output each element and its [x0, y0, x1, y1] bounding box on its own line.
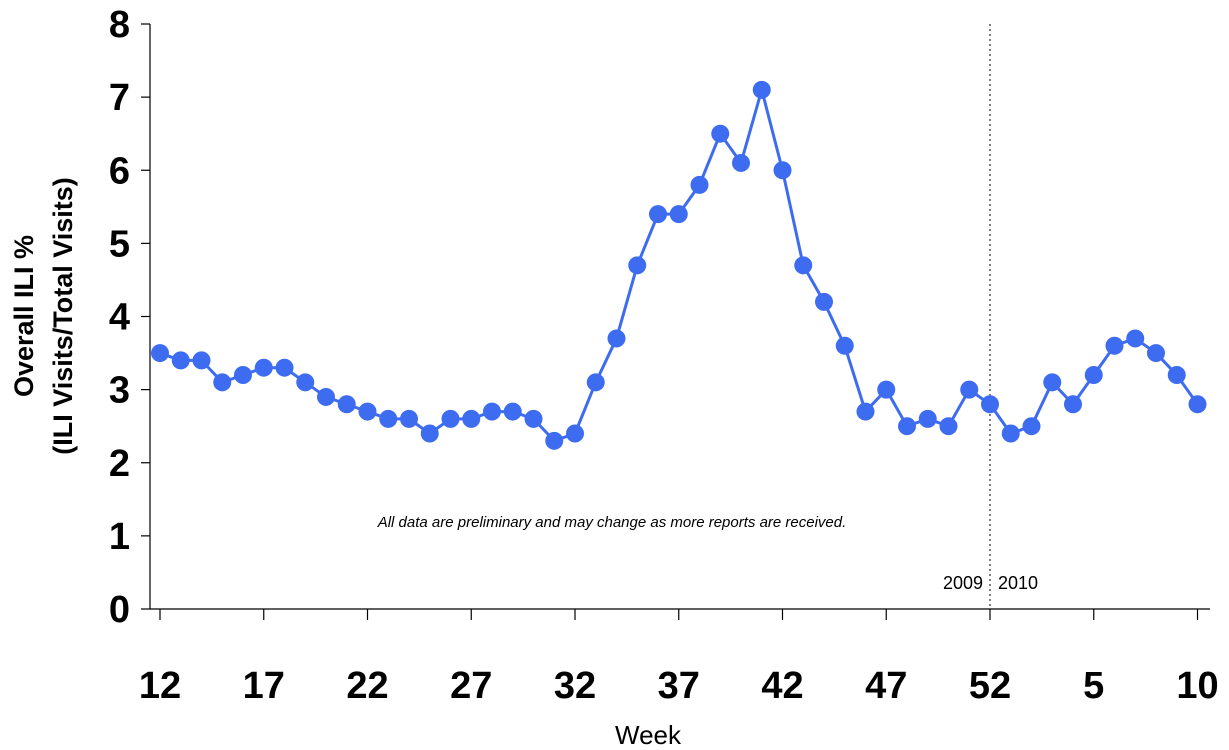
- data-point-week-38: [690, 175, 709, 194]
- x-axis-title: Week: [615, 720, 682, 750]
- data-point-week-50: [939, 417, 958, 436]
- x-tick-label-52: 52: [969, 665, 1011, 707]
- y-tick-label-3: 3: [109, 370, 130, 412]
- data-point-week-53: [1001, 424, 1020, 443]
- y-tick-label-4: 4: [109, 297, 130, 339]
- data-point-week-48: [898, 417, 916, 436]
- data-point-week-30: [524, 409, 543, 428]
- data-point-week-13: [171, 351, 190, 370]
- data-point-week-2: [1043, 373, 1062, 392]
- data-point-week-51: [960, 380, 979, 399]
- data-point-week-1: [1022, 417, 1041, 436]
- series-line-0: [159, 84, 1199, 443]
- y-tick-label-0: 0: [109, 589, 130, 631]
- data-point-week-18: [275, 358, 294, 377]
- data-point-week-21: [337, 395, 356, 414]
- data-point-week-41: [752, 80, 771, 99]
- data-point-week-5: [1105, 336, 1124, 355]
- data-point-week-4: [1084, 366, 1103, 384]
- data-point-week-14: [192, 351, 211, 370]
- data-point-week-47: [877, 380, 896, 399]
- data-point-week-52: [981, 395, 999, 414]
- data-point-week-27: [462, 409, 481, 428]
- x-tick-label-37: 37: [658, 665, 700, 707]
- data-point-week-25: [420, 424, 439, 443]
- y-axis-title: Overall ILI % (ILI Visits/Total Visits): [9, 177, 78, 455]
- data-point-week-42: [773, 161, 792, 180]
- data-point-week-26: [441, 409, 460, 428]
- x-tick-label-10: 10: [1176, 665, 1218, 707]
- y-axis-title-line2: (ILI Visits/Total Visits): [48, 177, 78, 455]
- y-tick-label-6: 6: [109, 150, 130, 192]
- data-point-week-6: [1126, 329, 1145, 348]
- data-point-week-46: [856, 402, 875, 421]
- y-tick-label-8: 8: [109, 4, 130, 46]
- x-axis: 12 17 22 27 32 37 42 47 52 5 10: [139, 608, 1219, 707]
- y-tick-label-7: 7: [109, 77, 130, 119]
- x-tick-label-22: 22: [346, 665, 388, 707]
- data-point-week-45: [835, 336, 854, 355]
- data-point-week-3: [1064, 395, 1082, 414]
- data-point-week-39: [711, 124, 730, 143]
- data-point-week-40: [732, 153, 750, 172]
- x-tick-label-17: 17: [243, 665, 285, 707]
- x-tick-label-42: 42: [761, 665, 803, 707]
- data-point-week-37: [669, 205, 688, 224]
- data-point-week-29: [503, 402, 522, 421]
- data-point-week-49: [918, 409, 937, 428]
- y-axis: 0 1 2 3 4 5 6 7 8: [109, 4, 151, 631]
- y-tick-label-1: 1: [109, 516, 130, 558]
- data-point-week-7: [1147, 344, 1165, 363]
- x-tick-label-12: 12: [139, 665, 181, 707]
- data-point-week-33: [586, 373, 605, 392]
- series-group: [151, 80, 1207, 450]
- data-point-week-22: [358, 402, 377, 421]
- data-point-week-43: [794, 256, 813, 275]
- y-tick-label-5: 5: [109, 223, 130, 265]
- data-point-week-35: [628, 256, 647, 275]
- data-point-week-19: [296, 373, 315, 392]
- data-point-week-31: [545, 431, 564, 450]
- data-point-week-17: [254, 358, 273, 377]
- x-tick-label-47: 47: [865, 665, 907, 707]
- data-point-week-12: [151, 344, 169, 363]
- data-point-week-24: [400, 409, 418, 428]
- x-tick-label-32: 32: [554, 665, 596, 707]
- data-point-week-8: [1167, 366, 1186, 384]
- data-point-week-44: [815, 292, 833, 311]
- y-tick-label-2: 2: [109, 443, 130, 485]
- data-point-week-15: [213, 373, 232, 392]
- year-label-2009: 2009: [943, 573, 983, 593]
- data-point-week-20: [317, 387, 335, 406]
- data-point-week-34: [607, 329, 626, 348]
- y-axis-title-line1: Overall ILI %: [9, 235, 39, 397]
- data-point-week-36: [649, 205, 667, 224]
- x-tick-label-5: 5: [1083, 665, 1104, 707]
- data-point-week-32: [566, 424, 584, 443]
- year-label-2010: 2010: [998, 573, 1038, 593]
- data-point-week-9: [1188, 395, 1207, 414]
- data-point-week-16: [234, 366, 252, 384]
- x-tick-label-27: 27: [450, 665, 492, 707]
- preliminary-data-note: All data are preliminary and may change …: [377, 514, 847, 531]
- data-point-week-28: [483, 402, 501, 421]
- data-point-week-23: [379, 409, 398, 428]
